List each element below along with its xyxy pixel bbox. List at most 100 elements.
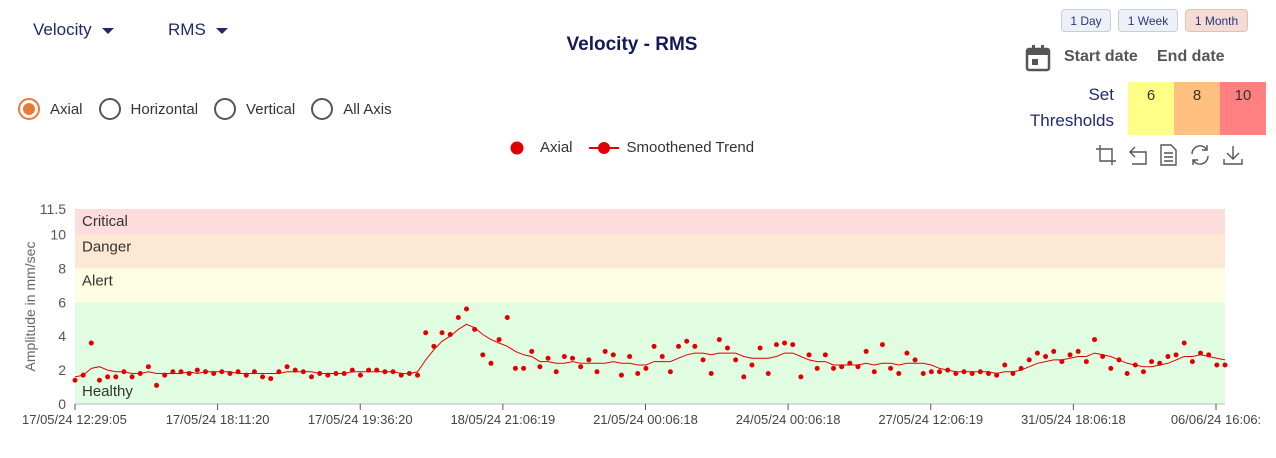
- undo-icon[interactable]: [1126, 143, 1150, 167]
- legend-axial-label[interactable]: Axial: [540, 138, 573, 156]
- axial-point: [871, 369, 877, 375]
- axial-point: [888, 365, 894, 371]
- axial-point: [863, 348, 869, 354]
- axial-point: [137, 370, 143, 376]
- axial-point: [227, 370, 233, 376]
- axial-point: [1018, 365, 1024, 371]
- axial-point: [390, 369, 396, 375]
- calendar-icon[interactable]: [1025, 44, 1051, 72]
- axial-point: [545, 355, 551, 361]
- axial-point: [317, 370, 323, 376]
- axial-point: [439, 330, 445, 336]
- axial-point: [1173, 352, 1179, 358]
- axial-point: [741, 374, 747, 380]
- axial-point: [1198, 350, 1204, 356]
- download-icon[interactable]: [1221, 143, 1245, 167]
- axial-point: [113, 374, 119, 380]
- axial-point: [154, 382, 160, 388]
- axial-point: [1108, 365, 1114, 371]
- metric-dropdown[interactable]: Velocity: [33, 20, 114, 40]
- axial-point: [129, 374, 135, 380]
- axial-point: [953, 370, 959, 376]
- axial-point: [594, 369, 600, 375]
- axial-point: [896, 370, 902, 376]
- axial-point: [945, 367, 951, 373]
- axial-point: [773, 342, 779, 348]
- legend-trend-label[interactable]: Smoothened Trend: [626, 138, 755, 156]
- y-tick-label: 8: [58, 260, 66, 276]
- y-tick-label: 6: [58, 294, 66, 310]
- chevron-down-icon: [215, 28, 228, 34]
- axial-point: [724, 345, 730, 351]
- end-date-field[interactable]: End date: [1157, 48, 1225, 65]
- threshold-danger-value[interactable]: 8: [1174, 82, 1220, 135]
- axial-point: [561, 354, 567, 360]
- radio-all-axis[interactable]: All Axis: [311, 98, 392, 120]
- x-tick-label: 24/05/24 00:06:18: [736, 412, 841, 427]
- axial-point: [349, 367, 355, 373]
- band-healthy: [75, 302, 1225, 404]
- axial-point: [447, 331, 453, 337]
- range-1-month-button[interactable]: 1 Month: [1185, 9, 1248, 32]
- axial-point: [667, 369, 673, 375]
- axial-point: [260, 374, 266, 380]
- axial-point: [243, 372, 249, 378]
- range-1-week-button[interactable]: 1 Week: [1118, 9, 1178, 32]
- axial-point: [578, 364, 584, 370]
- axial-point: [1059, 359, 1065, 365]
- axial-point: [357, 372, 363, 378]
- axial-point: [178, 369, 184, 375]
- axial-point: [602, 348, 608, 354]
- axial-point: [1116, 357, 1122, 363]
- axial-point: [994, 372, 1000, 378]
- axial-point: [325, 372, 331, 378]
- radio-axial[interactable]: Axial: [18, 98, 83, 120]
- axial-point: [463, 306, 469, 312]
- band-danger: [75, 234, 1225, 269]
- axial-point: [162, 372, 168, 378]
- radio-vertical[interactable]: Vertical: [214, 98, 295, 120]
- document-icon[interactable]: [1156, 143, 1180, 167]
- axial-point: [382, 369, 388, 375]
- chart-legend: Axial Smoothened Trend: [508, 138, 754, 156]
- range-1-day-button[interactable]: 1 Day: [1061, 9, 1111, 32]
- axial-point: [716, 337, 722, 343]
- axial-point: [879, 342, 885, 348]
- axial-point: [504, 315, 510, 321]
- axial-point: [692, 343, 698, 349]
- radio-all-axis-label: All Axis: [343, 100, 392, 118]
- x-tick-label: 17/05/24 12:29:05: [22, 412, 127, 427]
- axial-point: [235, 369, 241, 375]
- stat-dropdown[interactable]: RMS: [168, 20, 228, 40]
- axial-point: [1124, 370, 1130, 376]
- threshold-critical-value[interactable]: 10: [1220, 82, 1266, 135]
- axial-point: [333, 370, 339, 376]
- radio-horizontal-label: Horizontal: [130, 100, 199, 118]
- axial-point: [969, 370, 975, 376]
- axial-point: [398, 372, 404, 378]
- start-date-field[interactable]: Start date: [1064, 48, 1138, 65]
- x-tick-label: 27/05/24 12:06:19: [878, 412, 983, 427]
- threshold-alert-value[interactable]: 6: [1128, 82, 1174, 135]
- axial-point: [1034, 350, 1040, 356]
- metric-dropdown-label: Velocity: [33, 20, 92, 39]
- chart-title: Velocity - RMS: [566, 34, 698, 55]
- refresh-icon[interactable]: [1188, 143, 1212, 167]
- band-critical: [75, 209, 1225, 235]
- axial-point: [96, 377, 102, 383]
- trend-line: [74, 323, 1226, 378]
- axial-point: [985, 370, 991, 376]
- axial-point: [1189, 359, 1195, 365]
- axial-point: [105, 374, 111, 380]
- axial-point: [782, 340, 788, 346]
- axial-point: [1010, 370, 1016, 376]
- axial-point: [765, 370, 771, 376]
- axial-point: [537, 364, 543, 370]
- radio-horizontal[interactable]: Horizontal: [98, 98, 199, 120]
- axial-point: [521, 365, 527, 371]
- axial-point: [455, 315, 461, 321]
- crop-icon[interactable]: [1094, 143, 1118, 167]
- axis-radio-group: Axial Horizontal Vertical All Axis: [18, 98, 408, 120]
- axial-point: [676, 343, 682, 349]
- axial-point: [570, 355, 576, 361]
